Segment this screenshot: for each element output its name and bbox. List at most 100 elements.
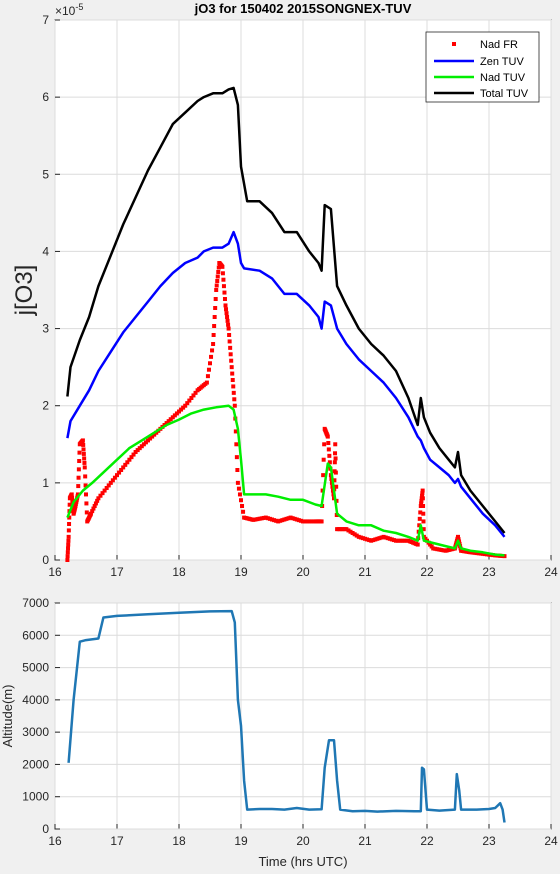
marker-nad-fr [263, 515, 268, 520]
marker-nad-fr [92, 504, 97, 508]
marker-nad-fr [224, 307, 229, 312]
marker-nad-fr [311, 519, 316, 524]
marker-nad-fr [233, 429, 238, 434]
marker-nad-fr [206, 367, 211, 372]
marker-nad-fr [84, 510, 89, 515]
marker-nad-fr [213, 297, 218, 301]
marker-nad-fr [185, 401, 190, 406]
marker-nad-fr [441, 548, 446, 553]
bottom-chart: 16 17 18 19 20 21 22 23 24 0 1000 2000 3000 4000 5000 6… [0, 596, 558, 869]
legend-label-zen-tuv: Zen TUV [480, 56, 524, 68]
marker-nad-fr [387, 536, 392, 541]
marker-nad-fr [280, 518, 285, 523]
marker-nad-fr [470, 550, 475, 555]
bottom-x-tick-label: 19 [234, 834, 248, 848]
marker-nad-fr [404, 538, 409, 543]
marker-nad-fr [110, 478, 115, 483]
marker-nad-fr [415, 542, 420, 547]
marker-nad-fr [421, 504, 426, 508]
marker-nad-fr [437, 547, 442, 552]
marker-nad-fr [67, 515, 72, 520]
marker-nad-fr [222, 290, 227, 295]
marker-nad-fr [326, 447, 331, 452]
marker-nad-fr [373, 537, 378, 542]
bottom-y-tick-label: 7000 [22, 596, 49, 610]
top-y-tick-label: 2 [42, 399, 49, 413]
marker-nad-fr [237, 492, 242, 497]
marker-nad-fr [420, 496, 425, 501]
top-x-tick-label: 23 [482, 565, 496, 579]
marker-nad-fr [346, 528, 351, 533]
marker-nad-fr [230, 371, 235, 376]
top-y-tick-label: 3 [42, 322, 49, 336]
bottom-y-tick-label: 4000 [22, 693, 49, 707]
marker-nad-fr [333, 456, 338, 461]
marker-nad-fr [228, 345, 233, 350]
marker-nad-fr [305, 519, 310, 524]
marker-nad-fr [251, 517, 256, 522]
marker-nad-fr [502, 554, 507, 559]
marker-nad-fr [231, 384, 236, 389]
marker-nad-fr [82, 465, 87, 470]
marker-nad-fr [193, 390, 198, 395]
marker-nad-fr [356, 534, 361, 539]
bottom-x-axis-label: Time (hrs UTC) [258, 854, 347, 869]
marker-nad-fr [210, 348, 215, 353]
marker-nad-fr [229, 365, 234, 370]
bottom-x-tick-label: 23 [482, 834, 496, 848]
marker-nad-fr [191, 393, 196, 398]
marker-nad-fr [174, 411, 179, 416]
marker-nad-fr [265, 516, 270, 521]
marker-nad-fr [334, 484, 339, 489]
top-y-tick-label: 6 [42, 90, 49, 104]
marker-nad-fr [333, 442, 338, 447]
marker-nad-fr [319, 519, 324, 524]
marker-nad-fr [480, 551, 485, 556]
marker-nad-fr [221, 277, 226, 282]
marker-nad-fr [214, 283, 219, 288]
marker-nad-fr [108, 480, 113, 485]
marker-nad-fr [106, 483, 111, 488]
marker-nad-fr [234, 442, 239, 447]
marker-nad-fr [183, 403, 188, 408]
marker-nad-fr [439, 547, 444, 552]
marker-nad-fr [189, 396, 194, 400]
marker-nad-fr [67, 502, 72, 507]
marker-nad-fr [211, 333, 216, 337]
marker-nad-fr [484, 552, 489, 557]
marker-nad-fr [290, 516, 295, 521]
marker-nad-fr [478, 551, 483, 556]
bottom-y-tick-label: 6000 [22, 628, 49, 642]
marker-nad-fr [482, 552, 487, 557]
marker-nad-fr [354, 533, 359, 538]
marker-nad-fr [298, 518, 303, 523]
bottom-x-tick-label: 21 [358, 834, 372, 848]
marker-nad-fr [230, 378, 235, 382]
marker-nad-fr [213, 306, 218, 310]
marker-nad-fr [77, 450, 82, 455]
marker-nad-fr [225, 318, 230, 323]
marker-nad-fr [212, 315, 217, 319]
marker-nad-fr [327, 453, 332, 458]
marker-nad-fr [76, 484, 81, 489]
marker-nad-fr [288, 515, 293, 520]
marker-nad-fr [235, 468, 240, 472]
marker-nad-fr [170, 415, 175, 420]
marker-nad-fr [224, 311, 229, 316]
marker-nad-fr [91, 506, 96, 511]
marker-nad-fr [66, 546, 71, 551]
marker-nad-fr [420, 493, 425, 498]
marker-nad-fr [65, 554, 70, 559]
marker-nad-fr [80, 438, 85, 443]
bottom-x-tick-label: 18 [172, 834, 186, 848]
marker-nad-fr [95, 498, 100, 503]
marker-nad-fr [389, 537, 394, 542]
marker-nad-fr [66, 534, 71, 539]
marker-nad-fr [148, 436, 153, 441]
marker-nad-fr [431, 546, 436, 551]
marker-nad-fr [231, 390, 236, 395]
marker-nad-fr [365, 537, 370, 542]
marker-nad-fr [232, 403, 237, 408]
marker-nad-fr [396, 538, 401, 543]
